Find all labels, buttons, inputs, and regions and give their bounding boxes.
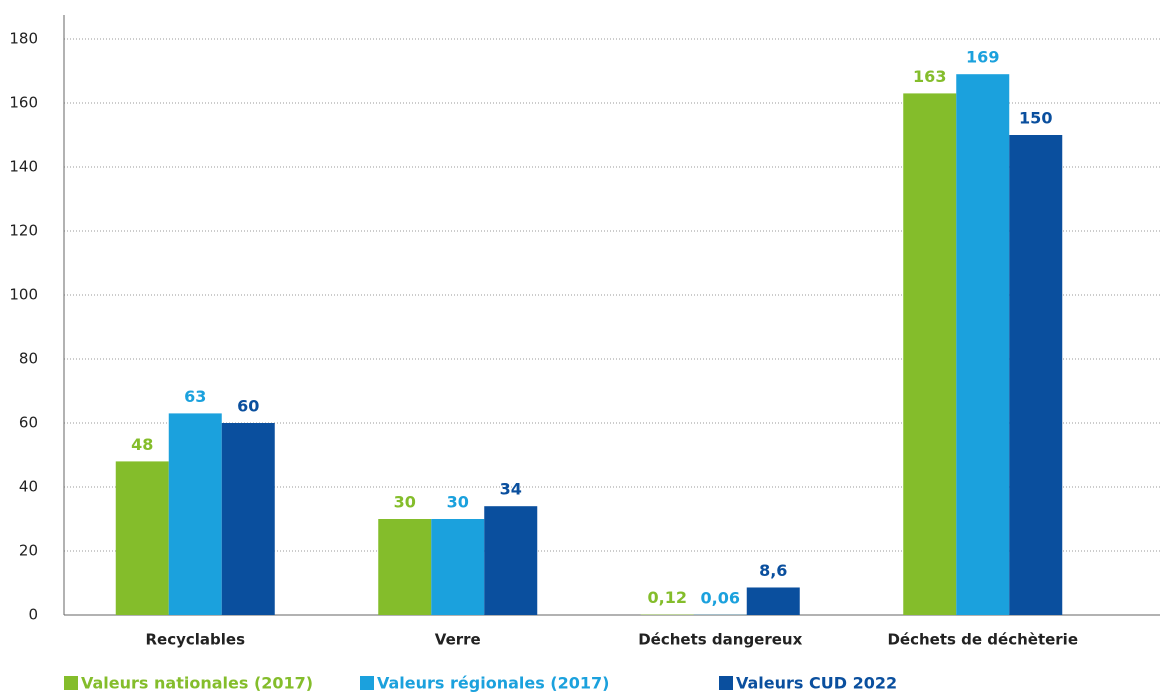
- bar: [168, 413, 222, 615]
- legend-label: Valeurs régionales (2017): [377, 674, 609, 693]
- legend-label: Valeurs CUD 2022: [736, 674, 897, 693]
- value-label: 48: [131, 435, 153, 454]
- y-tick-label: 80: [19, 350, 38, 368]
- x-tick-label: Recyclables: [145, 631, 245, 649]
- y-tick-label: 100: [9, 286, 38, 304]
- value-label: 150: [1019, 109, 1052, 128]
- bar: [378, 519, 432, 615]
- y-tick-label: 120: [9, 222, 38, 240]
- x-tick-label: Déchets dangereux: [638, 631, 802, 649]
- legend-swatch: [360, 676, 374, 690]
- y-tick-label: 160: [9, 94, 38, 112]
- value-label: 163: [913, 67, 946, 86]
- legend-swatch: [719, 676, 733, 690]
- bar: [903, 93, 957, 615]
- value-label: 34: [500, 480, 522, 499]
- y-tick-label: 20: [19, 542, 38, 560]
- value-label: 60: [237, 397, 259, 416]
- legend-label: Valeurs nationales (2017): [81, 674, 313, 693]
- value-label: 0,06: [701, 588, 740, 607]
- y-tick-label: 180: [9, 30, 38, 48]
- y-tick-label: 140: [9, 158, 38, 176]
- x-tick-label: Déchets de déchèterie: [887, 631, 1078, 649]
- bar: [484, 506, 538, 615]
- value-label: 0,12: [648, 588, 687, 607]
- y-tick-label: 0: [28, 606, 38, 624]
- value-label: 30: [447, 493, 469, 512]
- bar: [115, 461, 169, 615]
- value-label: 169: [966, 48, 999, 67]
- y-tick-label: 60: [19, 414, 38, 432]
- legend-swatch: [64, 676, 78, 690]
- value-label: 63: [184, 387, 206, 406]
- bar: [1009, 135, 1063, 615]
- x-tick-label: Verre: [435, 631, 481, 649]
- bar: [221, 423, 275, 615]
- value-label: 8,6: [759, 561, 787, 580]
- y-tick-label: 40: [19, 478, 38, 496]
- value-label: 30: [394, 493, 416, 512]
- bar: [431, 519, 485, 615]
- bar: [746, 587, 800, 615]
- bar: [956, 74, 1010, 615]
